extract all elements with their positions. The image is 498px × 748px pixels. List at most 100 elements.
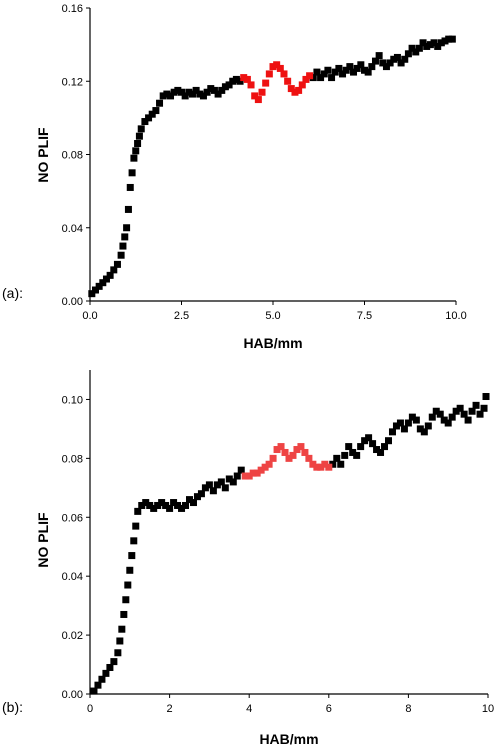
data-point-b-series1 (98, 675, 106, 683)
data-point-a-series1 (331, 68, 339, 76)
data-point-a-series1 (448, 35, 456, 43)
x-tick-label-a: 5.0 (265, 310, 280, 322)
data-point-b-series1 (333, 454, 341, 462)
data-point-a-series1 (379, 59, 387, 67)
data-point-a-series1 (393, 53, 401, 61)
plot-area-b: 0 2 4 6 8 10 0.00 0.02 0.04 0.06 0.08 0.10 (62, 370, 494, 715)
data-point-a-series1 (423, 42, 431, 50)
data-point-a-series2 (287, 85, 295, 93)
data-point-a-series1 (386, 59, 394, 67)
data-point-b-series2 (321, 460, 329, 468)
data-point-a-series1 (207, 85, 215, 93)
x-tick-label-a: 0.0 (82, 310, 97, 322)
x-tick-label-b: 4 (246, 703, 252, 715)
data-point-b-series2 (257, 466, 265, 474)
data-point-a-series1 (188, 90, 196, 98)
y-tick-label-b: 0.06 (62, 512, 83, 524)
data-point-b-series1 (428, 413, 436, 421)
x-tick-label-b: 10 (482, 703, 494, 715)
data-point-a-series1 (309, 74, 317, 82)
data-point-b-series1 (174, 501, 182, 509)
data-point-b-series1 (110, 658, 118, 666)
x-axis-title-b: HAB/mm (259, 731, 318, 747)
y-tick-label-a: 0.08 (62, 150, 83, 162)
data-point-b-series1 (400, 425, 408, 433)
data-point-a-series1 (210, 86, 218, 94)
data-point-a-series1 (126, 183, 134, 191)
data-point-b-series1 (116, 637, 124, 645)
data-point-a-series1 (328, 74, 336, 82)
data-point-b-series2 (241, 472, 249, 480)
data-point-b-series1 (233, 472, 241, 480)
data-point-a-series1 (364, 68, 372, 76)
data-point-b-series1 (452, 407, 460, 415)
data-point-a-series1 (342, 66, 350, 74)
data-point-b-series2 (293, 446, 301, 454)
data-point-a-series1 (441, 37, 449, 45)
data-point-a-series2 (280, 70, 288, 78)
data-point-b-series1 (154, 501, 162, 509)
data-point-b-series1 (416, 425, 424, 433)
data-point-a-series1 (152, 107, 160, 115)
data-point-a-series1 (148, 110, 156, 118)
data-point-b-series1 (404, 419, 412, 427)
x-tick-label-b: 0 (87, 703, 93, 715)
panel-a: (a): HAB/mm NO PLIF 0.0 2.5 5.0 7.5 10.0 0.00… (2, 3, 467, 351)
data-point-a-series2 (265, 70, 273, 78)
data-point-a-series2 (269, 63, 277, 71)
x-tick-label-a: 2.5 (174, 310, 189, 322)
data-point-b-series1 (178, 504, 186, 512)
data-point-a-series1 (382, 63, 390, 71)
data-point-b-series1 (432, 407, 440, 415)
data-point-b-series1 (158, 499, 166, 507)
panel-label-a: (a): (2, 285, 23, 301)
data-point-a-series1 (397, 59, 405, 67)
y-tick-label-b: 0.04 (62, 571, 83, 583)
x-tick-label-a: 10.0 (445, 310, 466, 322)
data-point-b-series2 (317, 463, 325, 471)
data-point-a-series2 (276, 64, 284, 72)
data-point-a-series2 (295, 86, 303, 94)
data-point-b-series1 (186, 496, 193, 504)
data-point-a-series2 (273, 61, 281, 69)
data-point-a-series1 (106, 271, 114, 279)
data-point-b-series1 (349, 448, 357, 456)
data-point-a-series2 (240, 74, 248, 82)
data-point-b-series1 (90, 687, 98, 695)
y-tick-label-b: 0.00 (62, 689, 83, 701)
data-point-b-series1 (440, 416, 448, 424)
data-point-b-series1 (209, 487, 217, 495)
data-point-a-series1 (313, 68, 321, 76)
data-point-a-series2 (247, 81, 255, 89)
data-point-a-series1 (401, 55, 409, 63)
data-point-a-series1 (339, 70, 347, 78)
data-point-b-series2 (281, 448, 289, 456)
data-point-a-series1 (170, 88, 178, 96)
data-point-b-series1 (182, 501, 190, 509)
data-point-b-series1 (122, 596, 130, 604)
data-point-b-series2 (301, 448, 309, 456)
data-point-b-series1 (138, 501, 146, 509)
data-point-a-series1 (121, 233, 129, 241)
data-point-a-series1 (178, 88, 185, 96)
data-point-b-series1 (448, 413, 456, 421)
data-point-a-series1 (130, 154, 138, 162)
data-point-b-series1 (146, 501, 154, 509)
data-point-a-series1 (95, 282, 103, 290)
data-point-a-series1 (134, 140, 142, 148)
data-point-a-series1 (346, 63, 354, 71)
data-point-b-series1 (381, 443, 389, 451)
data-point-a-series1 (145, 114, 153, 122)
data-point-b-series2 (289, 451, 297, 459)
data-point-a-series1 (375, 52, 383, 60)
data-point-b-series1 (201, 484, 209, 492)
data-point-a-series2 (262, 79, 270, 87)
data-point-b-series2 (253, 469, 261, 477)
data-point-a-series1 (181, 92, 189, 100)
data-point-a-series1 (229, 77, 237, 85)
data-point-a-series2 (298, 81, 306, 89)
data-point-b-series1 (94, 681, 102, 689)
data-point-a-series1 (110, 266, 118, 274)
data-point-b-series1 (385, 437, 392, 445)
